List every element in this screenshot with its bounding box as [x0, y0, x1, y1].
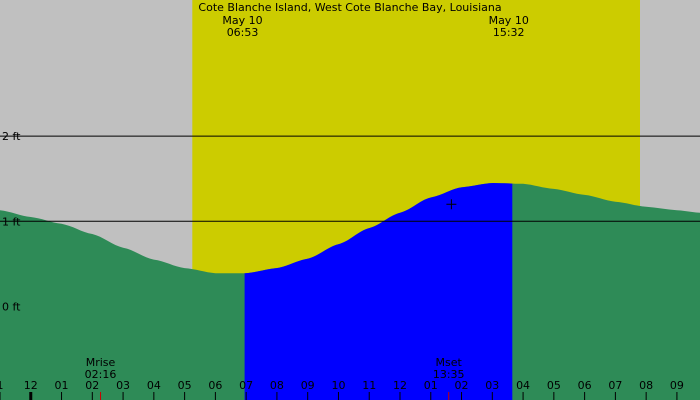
moon-event-label: Mset [436, 356, 463, 369]
moon-event-time: 02:16 [85, 368, 117, 381]
x-tick-label: 11 [362, 379, 376, 392]
x-tick-label: 01 [424, 379, 438, 392]
chart-title: Cote Blanche Island, West Cote Blanche B… [198, 1, 501, 14]
x-tick-label: 04 [516, 379, 530, 392]
x-tick-label: 02 [85, 379, 99, 392]
x-tick-label: 05 [547, 379, 561, 392]
x-tick-label: 04 [147, 379, 161, 392]
x-tick-label: 02 [455, 379, 469, 392]
sun-event-time: 15:32 [493, 26, 525, 39]
moon-event-time: 13:35 [433, 368, 465, 381]
x-tick-label: 03 [485, 379, 499, 392]
moon-event-label: Mrise [86, 356, 116, 369]
sun-event-time: 06:53 [227, 26, 259, 39]
tide-highlight-window [244, 183, 513, 400]
x-tick-label: 06 [578, 379, 592, 392]
y-tick-label: 2 ft [2, 130, 21, 143]
y-tick-label: 0 ft [2, 300, 21, 313]
x-tick-label: 07 [608, 379, 622, 392]
x-tick-label: 09 [301, 379, 315, 392]
x-tick-label: 12 [393, 379, 407, 392]
x-tick-label: 06 [208, 379, 222, 392]
y-tick-label: 1 ft [2, 215, 21, 228]
x-tick-label: 01 [55, 379, 69, 392]
sun-event-date: May 10 [489, 14, 529, 27]
x-tick-label: 12 [24, 379, 38, 392]
x-tick-label: 08 [270, 379, 284, 392]
x-tick-label: 1 [0, 379, 4, 392]
x-tick-label: 03 [116, 379, 130, 392]
x-tick-label: 05 [178, 379, 192, 392]
x-tick-label: 10 [331, 379, 345, 392]
sun-event-date: May 10 [222, 14, 262, 27]
x-tick-label: 07 [239, 379, 253, 392]
x-tick-label: 09 [670, 379, 684, 392]
x-tick-label: 08 [639, 379, 653, 392]
